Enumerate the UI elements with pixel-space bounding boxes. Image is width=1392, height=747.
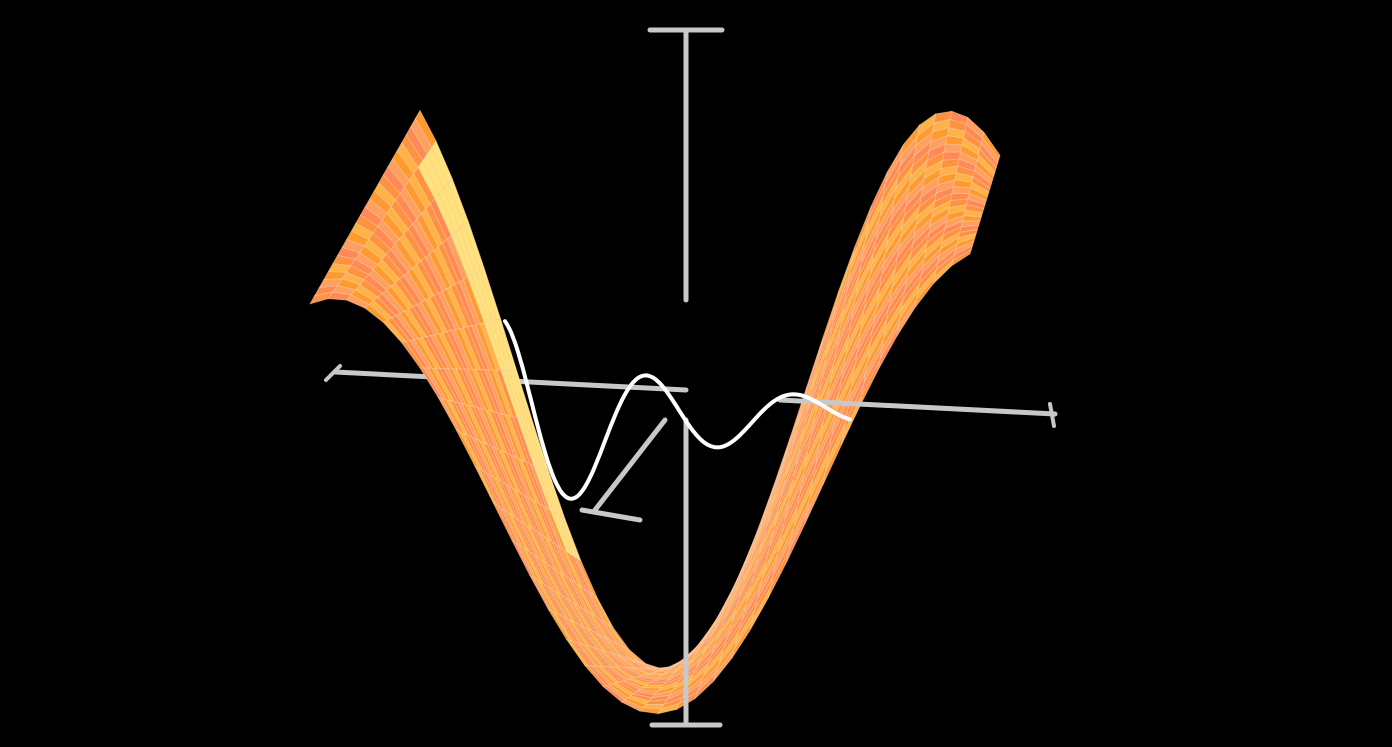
- depth-axis: [592, 417, 668, 513]
- depth-axis-cap: [579, 507, 643, 523]
- horizontal-axis-left-cap: [324, 364, 342, 382]
- surface-patch: [961, 215, 982, 222]
- wavy-surface: [309, 109, 1001, 715]
- surface-patch: [951, 248, 972, 267]
- surface-patch: [943, 143, 963, 153]
- horizontal-axis-right-cap: [1048, 402, 1056, 428]
- axes-front: [579, 397, 1058, 728]
- horizontal-axis-right: [777, 397, 1058, 417]
- traced-curve: [503, 319, 852, 501]
- surface-patch: [951, 186, 972, 195]
